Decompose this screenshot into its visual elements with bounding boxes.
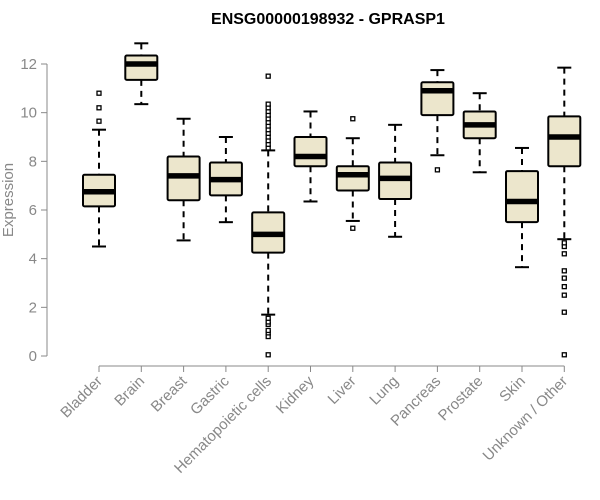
outlier-point — [561, 352, 567, 358]
y-axis-label: Expression — [0, 163, 17, 237]
iqr-box — [420, 81, 455, 117]
x-category-label: Lung — [366, 373, 402, 409]
outlier-point — [265, 73, 271, 79]
outlier-point — [96, 118, 102, 124]
iqr-box — [124, 54, 159, 81]
outlier-point — [561, 240, 567, 246]
outlier-point — [265, 352, 271, 358]
x-category-label: Liver — [325, 373, 360, 408]
box-brain — [124, 42, 159, 106]
x-category-label: Brain — [111, 373, 148, 410]
box-gastric — [208, 136, 243, 224]
x-category-label: Bladder — [57, 373, 106, 422]
y-tick-label: 0 — [29, 348, 37, 365]
x-category-label: Skin — [496, 373, 529, 406]
outlier-point — [265, 315, 271, 321]
iqr-box — [335, 165, 370, 192]
boxes-group — [82, 42, 582, 358]
box-kidney — [293, 110, 328, 203]
iqr-box — [547, 115, 582, 168]
y-tick-label: 6 — [29, 202, 37, 219]
outlier-point — [434, 167, 441, 173]
iqr-box — [293, 136, 328, 168]
y-tick-label: 10 — [20, 105, 37, 122]
y-tick-label: 4 — [29, 251, 37, 268]
box-breast — [166, 117, 201, 242]
y-tick-label: 12 — [20, 56, 37, 73]
outlier-point — [265, 327, 271, 334]
outlier-point — [96, 105, 102, 111]
y-tick-label: 8 — [29, 153, 37, 170]
outlier-point — [265, 101, 271, 107]
outlier-point — [561, 283, 567, 290]
box-skin — [505, 146, 539, 269]
box-prostate — [462, 92, 497, 174]
x-category-label: Prostate — [435, 373, 487, 425]
outlier-point — [350, 225, 356, 231]
outlier-point — [561, 275, 567, 281]
box-unknown-other — [547, 66, 582, 358]
y-axis: 0 2 4 6 8 10 12 — [20, 56, 48, 365]
box-bladder — [82, 90, 116, 248]
box-pancreas — [420, 69, 455, 173]
box-liver — [335, 116, 370, 231]
box-hematopoietic-cells — [251, 73, 286, 358]
outlier-point — [561, 309, 567, 315]
outlier-point — [561, 292, 567, 298]
y-tick-label: 2 — [29, 299, 37, 316]
box-lung — [378, 123, 413, 238]
outlier-point — [561, 251, 567, 257]
chart-title: ENSG00000198932 - GPRASP1 — [211, 11, 445, 28]
outlier-point — [561, 268, 567, 274]
x-category-label: Kidney — [273, 372, 318, 417]
outlier-point — [96, 90, 102, 96]
x-category-label: Breast — [148, 372, 191, 415]
iqr-box — [505, 170, 539, 224]
outlier-point — [350, 116, 356, 122]
